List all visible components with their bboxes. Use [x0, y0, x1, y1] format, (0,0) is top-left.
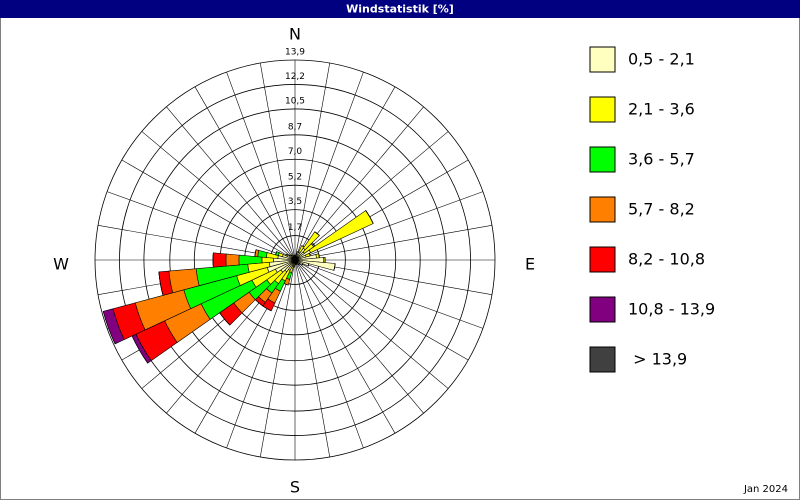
spoke [259, 259, 296, 458]
legend-swatch [589, 296, 616, 323]
spoke [166, 106, 296, 261]
y-tick-label: 10,5 [285, 96, 305, 106]
spoke [194, 86, 296, 261]
wind-segment [301, 263, 304, 266]
wind-segment [275, 251, 278, 255]
spoke [294, 131, 449, 261]
spoke [294, 86, 396, 261]
y-tick-label: 5,2 [288, 173, 302, 183]
spoke [121, 159, 296, 261]
grid-ring [143, 108, 447, 412]
spoke [141, 131, 296, 261]
wind-segment [291, 254, 293, 256]
legend-swatch [589, 196, 616, 223]
legend-label: 10,8 - 13,9 [628, 300, 715, 319]
spoke [294, 259, 449, 389]
grid-ring [169, 134, 421, 386]
legend-label: > 13,9 [628, 350, 687, 369]
legend-swatch [589, 96, 616, 123]
wind-segment [365, 210, 374, 224]
compass-label: N [289, 25, 301, 44]
spoke [294, 191, 484, 261]
legend-label: 5,7 - 8,2 [628, 200, 695, 219]
spoke [226, 259, 296, 449]
spoke [294, 259, 424, 414]
grid-ring [119, 84, 471, 436]
compass-label: S [290, 478, 300, 497]
legend-label: 2,1 - 3,6 [628, 100, 695, 119]
spoke [294, 259, 469, 361]
title-bar [0, 0, 800, 18]
legend-label: 3,6 - 5,7 [628, 150, 695, 169]
spoke [259, 62, 296, 261]
legend-label: 8,2 - 10,8 [628, 250, 705, 269]
wind-segment [333, 263, 336, 271]
footer: Jan 2024 [743, 484, 788, 495]
wind-segment [294, 255, 296, 261]
compass-label: W [53, 255, 69, 274]
spoke [294, 259, 364, 449]
spoke [294, 224, 493, 261]
spoke [294, 71, 364, 261]
y-tick-label: 1,7 [288, 223, 302, 233]
spoke [294, 259, 484, 329]
grid-ring [193, 158, 397, 362]
wind-segment [225, 253, 240, 267]
chart-title: Windstatistik [%] [346, 3, 454, 16]
grid-ring [94, 59, 496, 461]
wind-segment [288, 254, 291, 257]
spoke [294, 259, 396, 434]
wind-segment [254, 249, 257, 257]
y-tick-label: 12,2 [285, 72, 305, 82]
y-tick-label: 7,0 [288, 147, 303, 157]
compass-label: E [525, 255, 535, 274]
legend-label: 0,5 - 2,1 [628, 50, 695, 69]
spoke [106, 191, 296, 261]
y-tick-label: 3,5 [288, 197, 302, 207]
legend-swatch [589, 246, 616, 273]
wind-segment [212, 252, 227, 268]
legend-swatch [589, 346, 616, 373]
spoke [294, 62, 331, 261]
spoke [226, 71, 296, 261]
y-tick-label: 8,7 [288, 122, 302, 132]
legend-swatch [589, 146, 616, 173]
y-tick-label: 13,9 [285, 48, 305, 58]
spoke [294, 259, 331, 458]
wind-segment [314, 231, 320, 236]
legend-swatch [589, 46, 616, 73]
wind-segment [307, 263, 310, 267]
